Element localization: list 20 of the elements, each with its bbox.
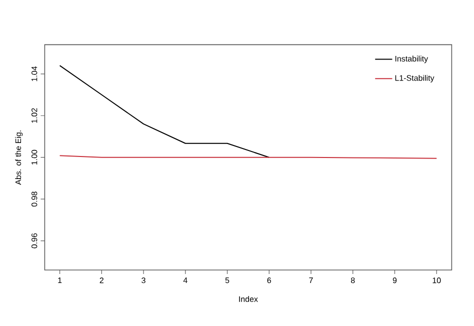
y-tick-label: 0.96 xyxy=(32,233,38,248)
x-tick-label: 7 xyxy=(309,278,313,284)
line-series xyxy=(59,65,270,158)
x-tick-label: 10 xyxy=(432,278,441,284)
y-tick-label: 1.04 xyxy=(32,66,38,82)
y-tick-label: 1.02 xyxy=(32,108,38,123)
y-tick-label: 1.00 xyxy=(32,150,38,165)
legend-label: Instability xyxy=(395,56,428,64)
x-tick-label: 4 xyxy=(183,278,188,284)
x-tick-label: 1 xyxy=(58,278,62,284)
y-tick-label: 0.98 xyxy=(32,192,38,207)
y-axis-title: Abs. of the Eig. xyxy=(15,130,23,185)
x-tick-label: 3 xyxy=(142,278,146,284)
x-tick-label: 6 xyxy=(267,278,271,284)
x-tick-label: 9 xyxy=(392,278,397,284)
x-axis-title: Index xyxy=(239,296,258,302)
x-tick-label: 8 xyxy=(350,278,355,284)
x-tick-label: 5 xyxy=(225,278,230,284)
legend-label: L1-Stability xyxy=(395,74,434,82)
x-tick-label: 2 xyxy=(100,278,104,284)
